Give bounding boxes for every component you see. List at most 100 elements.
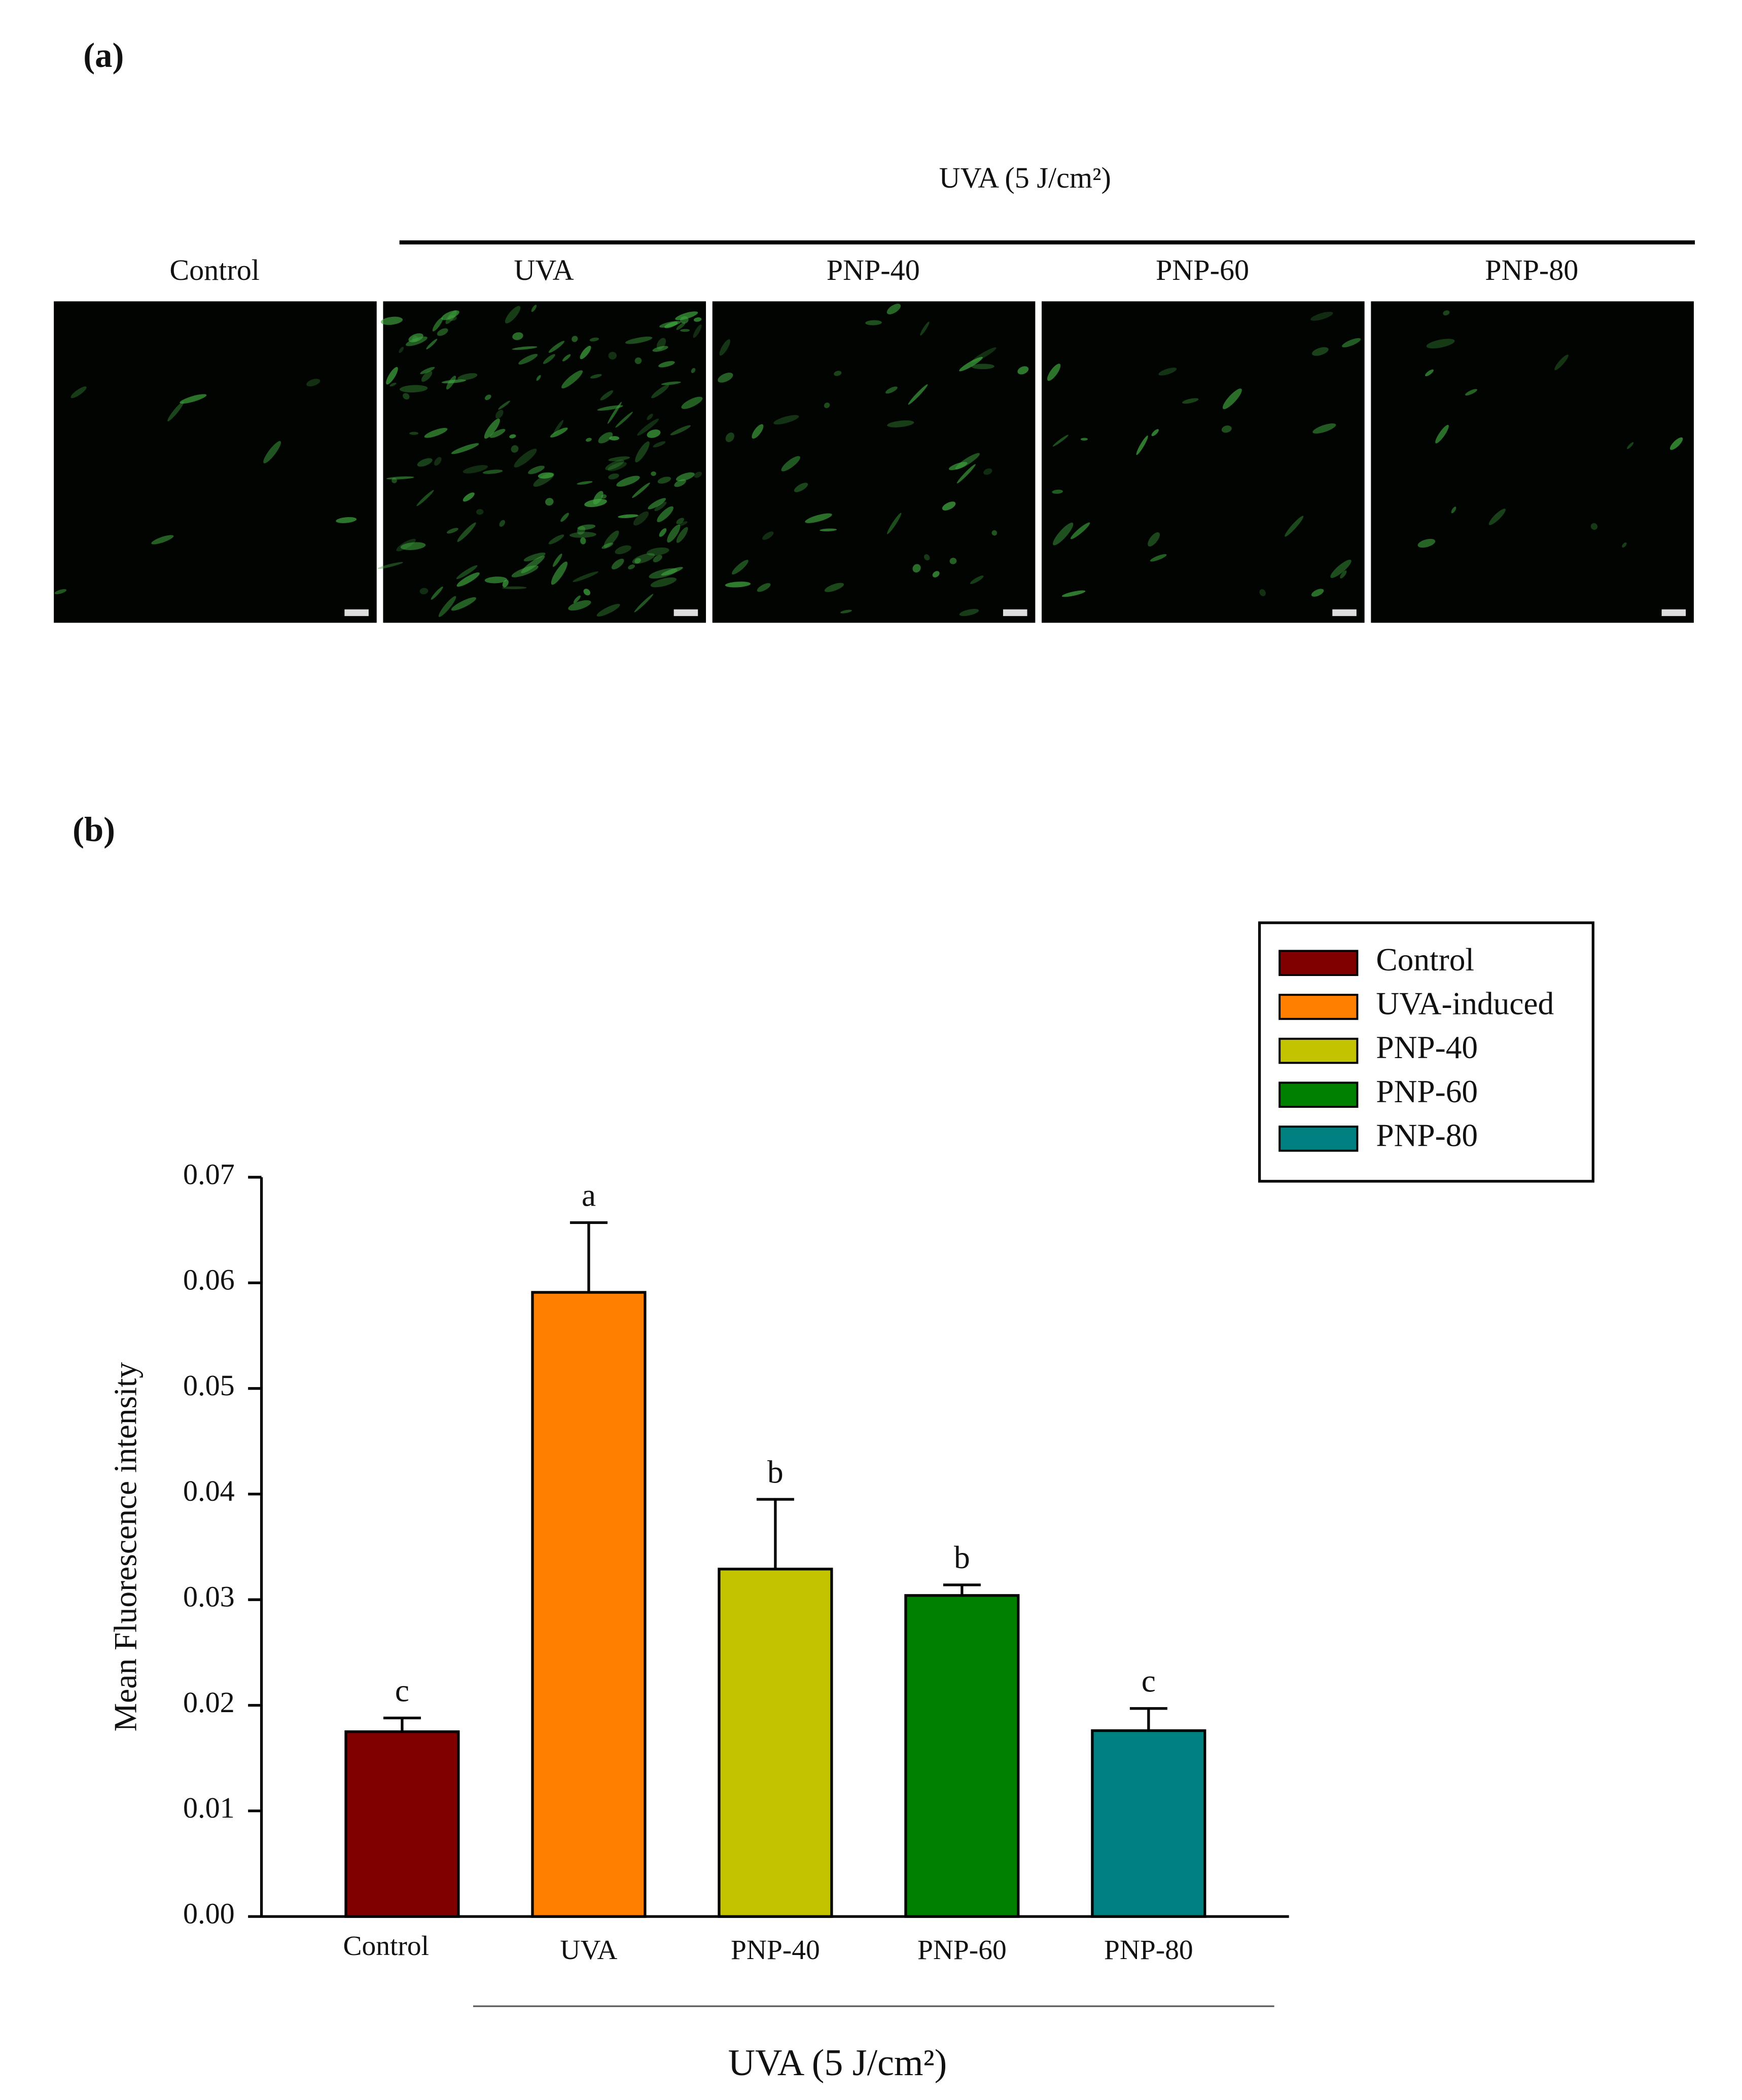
cell xyxy=(593,491,603,504)
cell xyxy=(1342,338,1361,348)
cell xyxy=(752,424,764,439)
cell xyxy=(380,316,403,325)
cell xyxy=(512,332,523,340)
cell xyxy=(616,476,640,487)
significance-letter: c xyxy=(395,1673,409,1708)
cell xyxy=(151,535,174,545)
cell xyxy=(1221,425,1232,433)
cell xyxy=(920,321,930,336)
bar xyxy=(531,1291,647,1918)
cell xyxy=(548,341,565,353)
cell xyxy=(1465,389,1477,396)
legend-label: UVA-induced xyxy=(1376,986,1554,1021)
cell xyxy=(1052,489,1063,494)
cell xyxy=(615,545,631,555)
cell xyxy=(583,589,591,596)
legend-swatch xyxy=(1278,1126,1359,1152)
cell xyxy=(820,528,837,532)
cell xyxy=(505,306,521,323)
cell xyxy=(1627,442,1634,449)
cell xyxy=(757,583,771,592)
cell xyxy=(719,339,730,356)
cell xyxy=(386,367,398,385)
cell xyxy=(432,317,443,332)
cell xyxy=(70,386,87,399)
micrograph xyxy=(712,301,1036,623)
cell xyxy=(495,410,504,419)
cell xyxy=(585,438,592,442)
cell xyxy=(451,597,476,611)
cell xyxy=(1426,339,1455,349)
cell xyxy=(1222,388,1242,410)
cell xyxy=(1590,523,1598,530)
cell xyxy=(632,482,650,498)
cell xyxy=(463,465,488,474)
scale-bar xyxy=(344,609,369,617)
cell xyxy=(409,431,419,435)
cell xyxy=(794,483,808,492)
cell xyxy=(1182,398,1199,404)
x-tick-label: PNP-60 xyxy=(917,1934,1007,1965)
cell xyxy=(568,600,591,611)
cell xyxy=(551,561,567,585)
cell xyxy=(646,547,669,556)
cell xyxy=(389,382,397,387)
panel-label: (b) xyxy=(73,810,115,849)
y-axis-label: Mean Fluorescence intensity xyxy=(108,1362,144,1731)
cell xyxy=(667,524,681,543)
cell xyxy=(499,520,506,527)
cell xyxy=(580,346,591,359)
cell xyxy=(419,588,429,595)
cell xyxy=(399,385,428,393)
cell xyxy=(489,428,506,438)
cell xyxy=(336,517,357,523)
cell xyxy=(670,425,691,436)
cell xyxy=(1310,311,1333,321)
cell xyxy=(971,364,994,370)
cell xyxy=(887,513,902,534)
cell xyxy=(635,441,650,463)
cell xyxy=(932,571,940,577)
micrograph xyxy=(383,301,706,623)
cell xyxy=(691,368,696,373)
bar xyxy=(718,1568,833,1918)
cell xyxy=(403,393,410,400)
cell xyxy=(676,518,684,524)
cell xyxy=(676,472,695,482)
cell xyxy=(923,554,930,561)
cell xyxy=(572,336,578,342)
cell xyxy=(437,328,448,336)
cell xyxy=(608,351,617,360)
y-tick-label: 0.00 xyxy=(183,1897,235,1930)
cell xyxy=(569,532,596,538)
cell xyxy=(959,608,979,617)
legend-swatch xyxy=(1278,1081,1359,1108)
cell xyxy=(676,322,686,330)
x-axis-label: UVA (5 J/cm²) xyxy=(728,2042,947,2083)
cell xyxy=(659,528,667,537)
cell xyxy=(416,490,434,506)
cell xyxy=(457,522,476,542)
cell xyxy=(959,356,983,372)
cell xyxy=(482,469,503,474)
cell xyxy=(762,531,774,540)
cell xyxy=(983,468,992,475)
bar xyxy=(1091,1729,1206,1918)
cell xyxy=(1312,423,1336,434)
cell xyxy=(420,367,435,374)
cell xyxy=(553,420,563,435)
cell xyxy=(1017,366,1029,375)
cell xyxy=(824,583,844,592)
cell xyxy=(1285,516,1304,537)
cell xyxy=(543,354,555,364)
cell xyxy=(560,513,569,522)
cell xyxy=(886,304,901,315)
x-tick-label: UVA xyxy=(560,1934,617,1965)
y-tick-label: 0.02 xyxy=(183,1686,235,1719)
cell xyxy=(577,524,596,530)
cell xyxy=(1622,542,1627,548)
cell xyxy=(1158,368,1177,376)
cell xyxy=(637,418,659,436)
cell xyxy=(1443,310,1450,316)
y-tick-label: 0.07 xyxy=(183,1157,235,1190)
